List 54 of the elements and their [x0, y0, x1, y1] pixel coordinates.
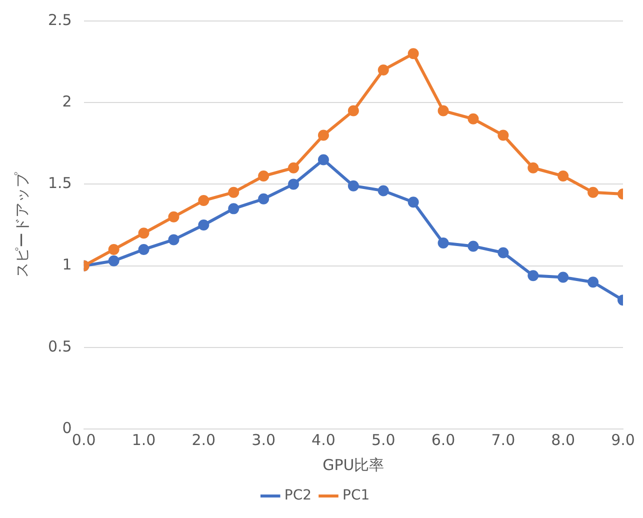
point	[198, 220, 210, 230]
x-tick-label: 0.0	[72, 430, 96, 449]
x-tick-label: 8.0	[551, 430, 576, 449]
point	[438, 237, 449, 248]
legend-label: PC1	[342, 488, 370, 504]
point	[288, 162, 300, 174]
y-tick-label: 1	[62, 256, 72, 274]
point	[468, 113, 479, 124]
x-axis-title: GPU比率	[322, 456, 384, 474]
y-tick-label: 2	[62, 92, 72, 110]
point	[408, 48, 419, 60]
point	[378, 64, 389, 76]
point	[198, 195, 210, 206]
point	[348, 105, 359, 116]
point	[528, 162, 539, 174]
point	[378, 185, 389, 196]
point	[108, 255, 120, 266]
point	[588, 276, 599, 288]
point	[138, 228, 150, 239]
point	[108, 244, 120, 255]
point	[138, 244, 150, 255]
point	[498, 247, 509, 258]
point	[318, 154, 329, 166]
point	[288, 178, 300, 190]
y-axis-title: スピードアップ	[12, 172, 31, 278]
point	[558, 170, 569, 182]
point	[228, 203, 240, 214]
point	[168, 234, 180, 246]
y-tick-label: 1.5	[48, 174, 72, 192]
x-tick-label: 2.0	[192, 430, 216, 449]
point	[228, 186, 240, 198]
point	[168, 211, 180, 222]
point	[258, 193, 270, 204]
x-tick-label: 1.0	[132, 430, 156, 449]
point	[588, 186, 599, 198]
point	[348, 180, 359, 192]
point	[318, 130, 329, 141]
y-tick-label: 0	[62, 418, 72, 437]
point	[558, 272, 569, 283]
point	[258, 170, 270, 182]
x-tick-label: 6.0	[431, 430, 456, 449]
point	[528, 270, 539, 282]
point	[468, 240, 479, 252]
x-tick-label: 5.0	[371, 430, 396, 449]
x-tick-label: 3.0	[252, 430, 276, 449]
point	[498, 130, 509, 141]
legend-label: PC2	[284, 488, 312, 504]
point	[408, 196, 419, 208]
x-tick-label: 4.0	[312, 430, 336, 449]
x-tick-label: 9.0	[611, 430, 635, 449]
y-tick-label: 2.5	[48, 10, 72, 29]
point	[438, 105, 449, 116]
x-tick-label: 7.0	[491, 430, 516, 449]
y-tick-label: 0.5	[48, 337, 72, 356]
